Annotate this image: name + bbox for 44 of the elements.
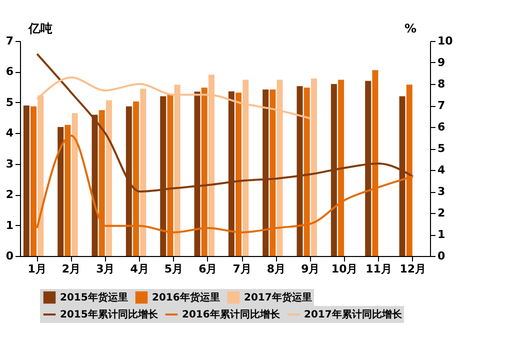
bar <box>72 113 78 256</box>
bar <box>140 88 146 256</box>
y-tick-label: 2 <box>6 188 14 202</box>
x-tick-label: 6月 <box>198 262 218 276</box>
y-tick-label: 0 <box>6 250 14 262</box>
y2-tick-label: 1 <box>438 228 446 241</box>
x-tick-label: 7月 <box>232 262 252 276</box>
y-axis-title: 亿吨 <box>28 22 52 36</box>
legend-label: 2016年货运里 <box>152 292 220 304</box>
y-tick-label: 7 <box>6 34 14 48</box>
legend-label: 2016年累计同比增长 <box>182 308 281 320</box>
x-tick-label: 9月 <box>301 262 320 276</box>
bar <box>106 100 112 256</box>
legend-label: 2017年累计同比增长 <box>304 308 403 320</box>
x-tick-label: 10月 <box>331 262 358 276</box>
x-tick-label: 12月 <box>400 262 426 276</box>
y2-tick-label: 7 <box>438 99 446 112</box>
legend-label: 2015年货运里 <box>60 292 128 304</box>
y-tick-label: 3 <box>6 157 14 170</box>
x-tick-label: 4月 <box>130 262 149 276</box>
bar <box>58 127 64 256</box>
y2-tick-label: 5 <box>438 142 446 155</box>
x-tick-label: 5月 <box>164 262 184 276</box>
y2-tick-label: 4 <box>438 164 446 176</box>
y2-tick-label: 9 <box>438 56 446 69</box>
y-tick-label: 5 <box>6 96 14 109</box>
y-tick-label: 1 <box>6 218 14 232</box>
y2-tick-label: 10 <box>438 34 454 48</box>
legend-label: 2017年货运里 <box>244 292 312 304</box>
y2-tick-label: 6 <box>438 120 446 134</box>
bar <box>23 106 30 256</box>
x-tick-label: 3月 <box>96 262 115 276</box>
x-tick-label: 8月 <box>266 262 286 276</box>
y-tick-label: 4 <box>6 126 14 140</box>
y2-axis-title: % <box>404 22 417 36</box>
y2-tick-label: 8 <box>438 78 446 90</box>
x-tick-label: 1月 <box>28 262 46 276</box>
legend-label: 2015年累计同比增长 <box>60 308 159 320</box>
y2-tick-label: 3 <box>438 185 446 198</box>
y2-tick-label: 0 <box>438 250 446 262</box>
x-tick-label: 11月 <box>366 262 392 276</box>
y-tick-label: 6 <box>6 65 14 78</box>
y2-tick-label: 2 <box>438 206 446 220</box>
x-tick-label: 2月 <box>62 262 81 276</box>
